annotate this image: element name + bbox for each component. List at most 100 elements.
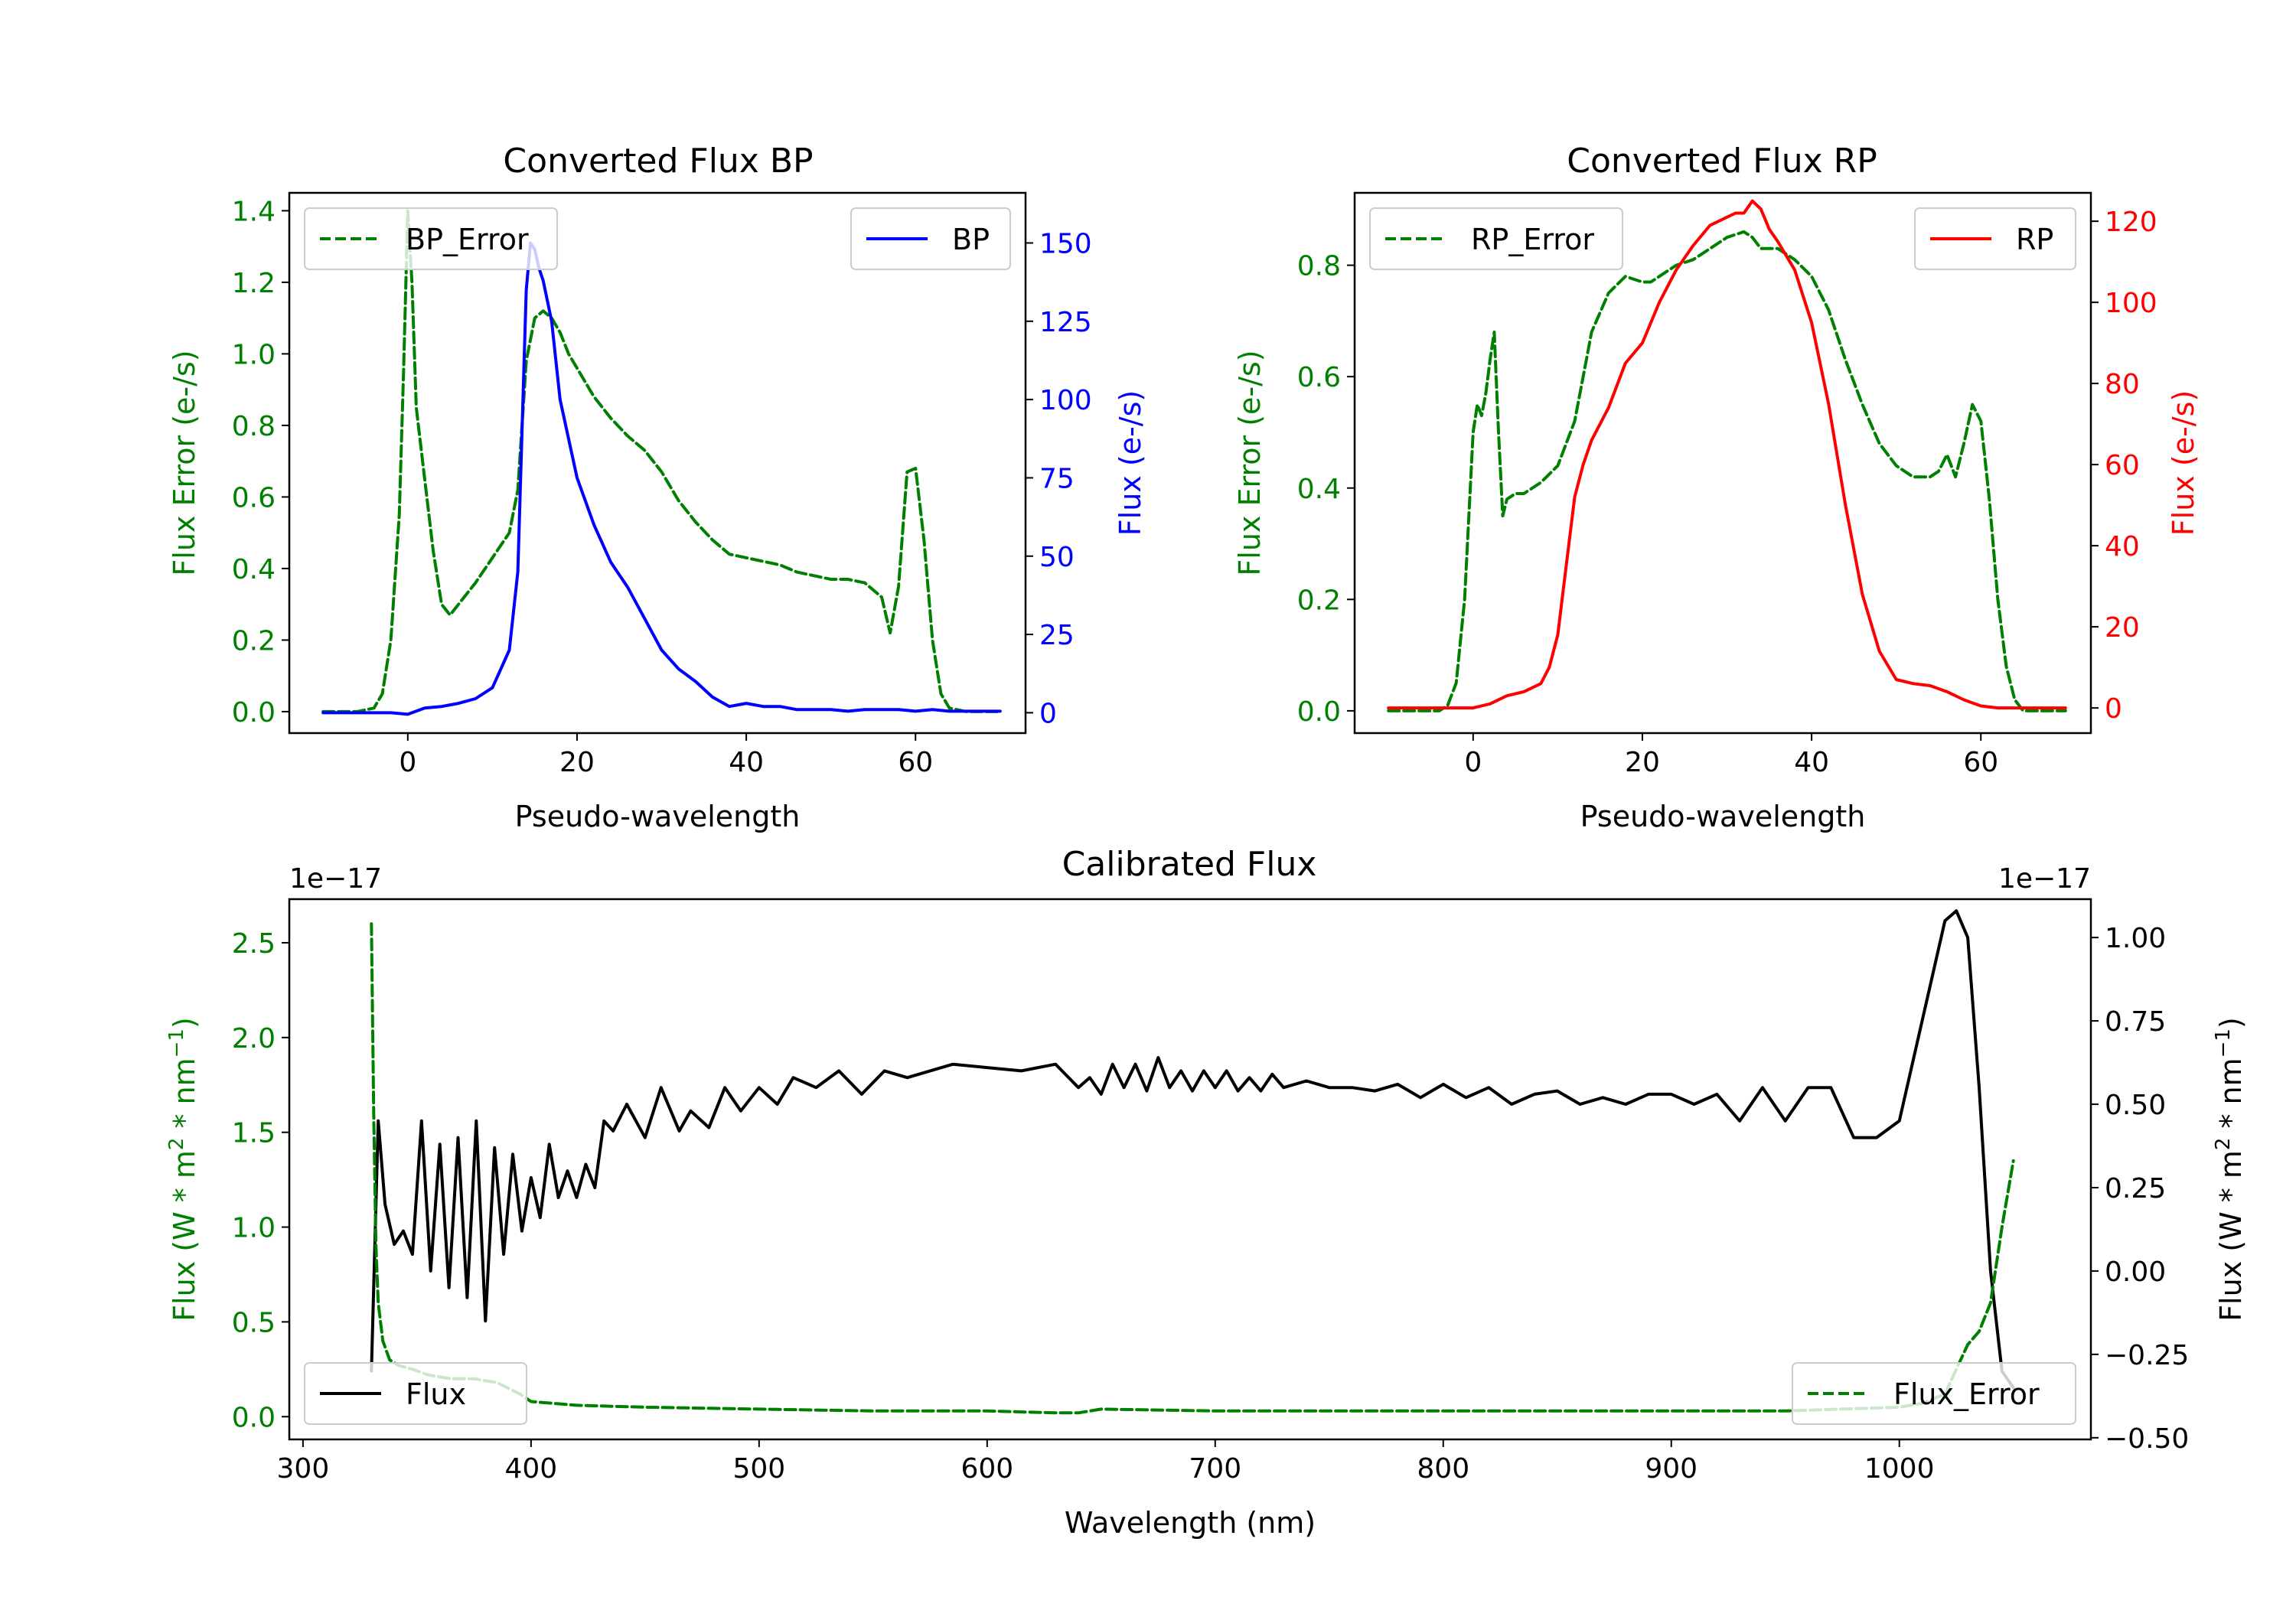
y-left-tick-label: 2.5 <box>232 928 276 960</box>
y-right-tick-label: 100 <box>2105 288 2157 319</box>
bp-legend-flux: BP <box>850 207 1011 270</box>
y-left-tick-label: 1.2 <box>232 268 276 299</box>
y-right-tick-label: 75 <box>1039 463 1075 494</box>
bp-panel: Converted Flux BP 0 20 40 60 0.0 0.2 0.4 0.6 0.8… <box>168 142 1147 833</box>
y-right-tick-label: −0.25 <box>2105 1340 2189 1371</box>
cal-offset-right: 1e−17 <box>1998 863 2091 895</box>
ylabel-sup: 2 <box>2212 1138 2235 1151</box>
y-left-tick-label: 1.4 <box>232 196 276 227</box>
rp-ticks: 0 20 40 60 0.0 0.2 0.4 0.6 0.8 0 20 40 60 80 100 120 <box>1297 207 2157 778</box>
x-tick-label: 40 <box>1794 747 1829 778</box>
y-right-tick-label: 0.25 <box>2105 1173 2166 1204</box>
legend-label: RP <box>2016 223 2053 256</box>
ylabel-sup: −1 <box>2212 1028 2235 1058</box>
x-tick-label: 20 <box>1625 747 1660 778</box>
y-right-tick-label: −0.50 <box>2105 1423 2189 1455</box>
legend-label: BP_Error <box>406 223 529 256</box>
series-rp-line <box>1387 199 2067 710</box>
cal-ylabel-right: Flux (W * m2 * nm−1) <box>2212 1017 2248 1322</box>
ylabel-sup: 2 <box>165 1138 188 1151</box>
x-tick-label: 60 <box>1963 747 1998 778</box>
legend-box <box>1369 207 1623 270</box>
ylabel-part: Flux (W * m <box>168 1150 201 1322</box>
y-right-tick-label: 1.00 <box>2105 923 2166 954</box>
y-right-tick-label: 25 <box>1039 620 1075 651</box>
bp-title: Converted Flux BP <box>503 142 813 181</box>
y-left-tick-label: 0.4 <box>1297 474 1341 505</box>
legend-box <box>1792 1362 2076 1425</box>
legend-label: BP <box>952 223 990 256</box>
cal-ylabel-left: Flux (W * m2 * nm−1) <box>165 1017 201 1322</box>
y-left-tick-label: 0.6 <box>232 482 276 513</box>
ylabel-sup: −1 <box>165 1028 188 1058</box>
rp-panel: Converted Flux RP 0 20 40 60 0.0 0.2 0.4 0.6 0.8… <box>1233 142 2200 833</box>
cal-xlabel: Wavelength (nm) <box>1065 1506 1316 1540</box>
cal-panel: Calibrated Flux 1e−17 1e−17 300 400 500 600… <box>165 845 2248 1540</box>
ylabel-part: ) <box>168 1017 201 1028</box>
y-left-tick-label: 1.5 <box>232 1118 276 1149</box>
x-tick-label: 800 <box>1417 1453 1469 1485</box>
y-right-tick-label: 120 <box>2105 207 2157 238</box>
rp-ylabel-right: Flux (e-/s) <box>2167 390 2200 536</box>
legend-box <box>850 207 1011 270</box>
series-flux-line <box>370 909 2015 1390</box>
series-bp-line <box>321 241 1002 716</box>
x-tick-label: 40 <box>729 747 764 778</box>
legend-label: Flux <box>406 1377 466 1411</box>
cal-plot-frame <box>288 898 2092 1441</box>
y-right-tick-label: 0.50 <box>2105 1090 2166 1121</box>
y-right-tick-label: 20 <box>2105 612 2140 644</box>
y-left-tick-label: 0.8 <box>232 411 276 442</box>
bp-marks <box>321 209 1002 716</box>
y-left-tick-label: 0.0 <box>232 1402 276 1433</box>
y-left-tick-label: 0.2 <box>1297 585 1341 616</box>
series-bp-error-line <box>321 209 1002 713</box>
y-right-tick-label: 0 <box>1039 698 1057 729</box>
y-left-tick-label: 0.4 <box>232 554 276 585</box>
ylabel-part: ) <box>2214 1017 2248 1028</box>
ylabel-part: * nm <box>168 1058 201 1137</box>
rp-title: Converted Flux RP <box>1567 142 1877 181</box>
legend-box <box>304 207 558 270</box>
y-right-tick-label: 150 <box>1039 228 1092 259</box>
rp-legend-flux: RP <box>1914 207 2076 270</box>
y-left-tick-label: 2.0 <box>232 1023 276 1054</box>
y-left-tick-label: 0.2 <box>232 625 276 657</box>
bp-plot-frame <box>288 191 1027 735</box>
cal-legend-error: Flux_Error <box>1792 1362 2076 1425</box>
y-right-tick-label: 0 <box>2105 693 2122 725</box>
legend-label: Flux_Error <box>1893 1377 2040 1411</box>
rp-legend-error: RP_Error <box>1369 207 1623 270</box>
x-tick-label: 0 <box>399 747 416 778</box>
y-left-tick-label: 0.8 <box>1297 251 1341 282</box>
y-right-tick-label: 80 <box>2105 369 2140 400</box>
rp-plot-frame <box>1353 191 2092 735</box>
series-rp-error-line <box>1387 230 2067 712</box>
y-right-tick-label: 60 <box>2105 450 2140 481</box>
legend-box <box>1914 207 2076 270</box>
ylabel-part: Flux (W * m <box>2214 1150 2248 1322</box>
cal-offset-left: 1e−17 <box>289 863 382 895</box>
x-tick-label: 900 <box>1645 1453 1698 1485</box>
x-tick-label: 700 <box>1189 1453 1241 1485</box>
bp-ylabel-left: Flux Error (e-/s) <box>168 350 201 575</box>
x-tick-label: 500 <box>732 1453 785 1485</box>
x-tick-label: 20 <box>559 747 595 778</box>
rp-marks <box>1387 199 2067 712</box>
y-left-tick-label: 1.0 <box>232 339 276 370</box>
legend-label: RP_Error <box>1471 223 1594 256</box>
y-right-tick-label: 50 <box>1039 542 1075 573</box>
y-right-tick-label: 100 <box>1039 385 1092 416</box>
y-right-tick-label: 40 <box>2105 531 2140 562</box>
x-tick-label: 60 <box>898 747 933 778</box>
legend-box <box>304 1362 527 1425</box>
y-right-tick-label: 0.75 <box>2105 1006 2166 1038</box>
x-tick-label: 600 <box>960 1453 1013 1485</box>
cal-ticks: 300 400 500 600 700 800 900 1000 0.0 0.5 1.0 1.5 2.0… <box>232 923 2190 1485</box>
cal-marks <box>370 909 2015 1415</box>
x-tick-label: 300 <box>277 1453 330 1485</box>
x-tick-label: 400 <box>504 1453 557 1485</box>
bp-xlabel: Pseudo-wavelength <box>515 800 801 833</box>
bp-legend-error: BP_Error <box>304 207 558 270</box>
